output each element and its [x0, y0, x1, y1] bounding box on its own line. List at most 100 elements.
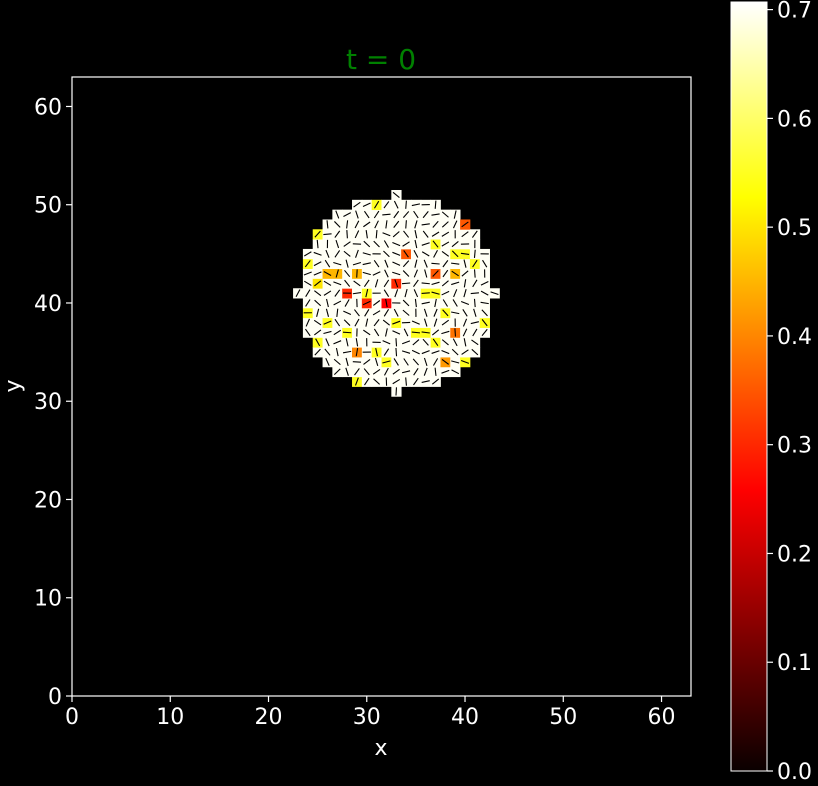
director-segment: [374, 357, 379, 367]
director-segment: [372, 271, 381, 276]
director-segment: [403, 358, 409, 366]
director-segment: [363, 368, 370, 376]
director-segment: [402, 241, 410, 247]
director-segment: [451, 311, 460, 315]
director-segment: [405, 220, 407, 229]
director-field: [295, 191, 499, 396]
director-segment: [362, 262, 371, 266]
director-segment: [393, 358, 399, 366]
director-segment: [323, 290, 332, 296]
director-segment: [402, 260, 410, 268]
director-segment: [333, 300, 342, 306]
director-segment: [462, 318, 468, 327]
director-segment: [372, 310, 381, 316]
director-segment: [335, 210, 340, 219]
director-segment: [480, 290, 489, 296]
director-segment: [411, 349, 420, 355]
y-tick-label: 10: [34, 587, 62, 612]
x-tick-label: 30: [353, 705, 381, 730]
x-tick-label: 20: [255, 705, 283, 730]
director-segment: [441, 290, 450, 296]
director-segment: [423, 259, 428, 268]
director-segment: [451, 250, 459, 258]
director-segment: [442, 309, 449, 317]
director-segment: [362, 202, 371, 207]
director-segment: [382, 232, 391, 237]
director-segment: [353, 201, 361, 208]
director-segment: [392, 378, 401, 385]
y-axis-label: y: [1, 379, 26, 392]
director-segment: [363, 210, 370, 219]
x-tick-label: 50: [549, 705, 577, 730]
director-segment: [313, 251, 322, 256]
director-segment: [324, 348, 331, 356]
director-segment: [373, 378, 381, 385]
director-segment: [432, 338, 439, 346]
x-tick-label: 0: [65, 705, 79, 730]
director-segment: [373, 259, 380, 268]
director-segment: [414, 220, 418, 229]
director-segment: [472, 328, 478, 337]
director-segment: [394, 279, 399, 288]
director-segment: [392, 271, 401, 276]
director-segment: [441, 280, 449, 287]
director-segment: [334, 250, 341, 258]
director-segment: [472, 259, 478, 268]
director-segment: [373, 240, 380, 248]
director-segment: [403, 230, 410, 238]
director-segment: [333, 281, 342, 286]
colorbar-tick-label: 0.2: [777, 542, 812, 567]
director-segment: [325, 357, 330, 366]
director-segment: [402, 340, 411, 345]
director-segment: [342, 350, 352, 354]
director-segment: [412, 339, 420, 346]
director-segment: [383, 201, 390, 209]
director-segment: [392, 241, 401, 247]
director-segment: [490, 291, 499, 295]
director-segment: [314, 290, 322, 297]
director-segment: [334, 221, 341, 228]
director-segment: [480, 281, 489, 286]
director-segment: [471, 230, 478, 238]
director-segment: [363, 240, 371, 248]
director-segment: [385, 220, 388, 229]
director-segment: [431, 291, 440, 295]
director-segment: [413, 279, 419, 288]
director-segment: [434, 298, 437, 308]
director-segment: [323, 280, 332, 286]
director-segment: [333, 261, 342, 266]
director-segment: [373, 210, 380, 219]
director-segment: [460, 300, 470, 305]
director-segment: [392, 368, 400, 375]
director-segment: [305, 289, 311, 297]
director-segment: [384, 259, 389, 268]
y-tick-label: 40: [34, 292, 62, 317]
director-segment: [423, 367, 428, 376]
director-segment: [303, 271, 312, 276]
director-segment: [473, 298, 476, 308]
director-segment: [451, 262, 460, 265]
director-segment: [434, 367, 437, 376]
director-segment: [470, 321, 479, 325]
director-segment: [421, 292, 430, 295]
director-segment: [375, 230, 378, 239]
director-segment: [431, 281, 440, 286]
director-segment: [433, 249, 438, 258]
director-segment: [354, 220, 360, 229]
director-segment: [463, 338, 467, 347]
director-segment: [354, 377, 359, 386]
director-segment: [305, 318, 310, 327]
director-segment: [433, 308, 438, 317]
director-segment: [473, 269, 476, 278]
director-segment: [345, 338, 349, 347]
director-segment: [313, 261, 322, 267]
director-segment: [362, 300, 371, 306]
director-segment: [335, 347, 339, 357]
director-segment: [355, 347, 359, 357]
director-segment: [392, 261, 401, 266]
director-segment: [324, 259, 331, 268]
director-segment: [344, 269, 351, 278]
director-segment: [382, 340, 391, 345]
director-segment: [451, 348, 459, 356]
director-segment: [362, 252, 371, 256]
